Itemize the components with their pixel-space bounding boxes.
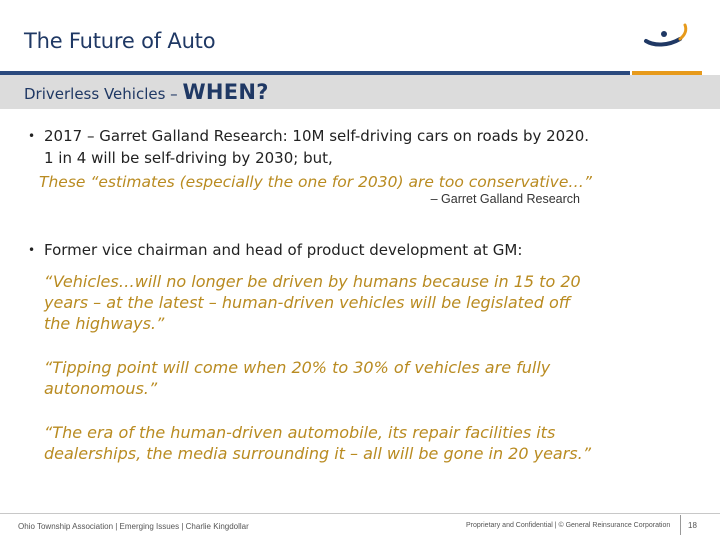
footer-divider	[0, 513, 720, 514]
footer-separator	[680, 515, 681, 535]
quote-line: “The era of the human-driven automobile,…	[44, 423, 556, 442]
quote-line: years – at the latest – human-driven veh…	[44, 293, 571, 312]
subtitle-prefix: Driverless Vehicles –	[24, 85, 183, 103]
slide-title: The Future of Auto	[24, 29, 216, 53]
quote-text: These “estimates (especially the one for…	[39, 173, 592, 191]
footer-left-text: Ohio Township Association | Emerging Iss…	[18, 522, 249, 531]
header-rule-orange	[632, 71, 702, 75]
quote-line: autonomous.”	[44, 379, 158, 398]
quote-line: dealerships, the media surrounding it – …	[44, 444, 592, 463]
page-number: 18	[688, 521, 697, 530]
header-rule-blue	[0, 71, 630, 75]
company-swoosh-logo-icon	[644, 23, 688, 47]
bullet-dot-icon: •	[28, 129, 36, 143]
quote-line: the highways.”	[44, 314, 165, 333]
quote-attribution: – Garret Galland Research	[430, 192, 580, 206]
slide-subtitle: Driverless Vehicles – WHEN?	[24, 80, 269, 104]
bullet-line: 1 in 4 will be self-driving by 2030; but…	[44, 149, 333, 167]
bullet-dot-icon: •	[28, 243, 36, 257]
footer-right-text: Proprietary and Confidential | © General…	[466, 522, 671, 529]
subtitle-band	[0, 75, 720, 109]
quote-line: “Vehicles…will no longer be driven by hu…	[44, 272, 581, 291]
quote-line: “Tipping point will come when 20% to 30%…	[44, 358, 551, 377]
subtitle-emphasis: WHEN?	[182, 80, 269, 104]
bullet-line: 2017 – Garret Galland Research: 10M self…	[44, 127, 590, 145]
bullet-line: Former vice chairman and head of product…	[44, 241, 523, 259]
